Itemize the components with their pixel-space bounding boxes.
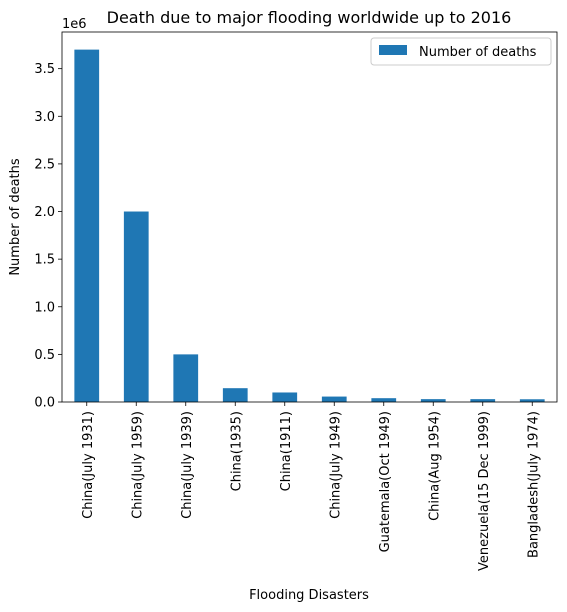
x-tick-label-3: China(1935): [229, 411, 244, 491]
x-tick-label-0: China(July 1931): [81, 411, 96, 519]
axes-frame: [61, 31, 558, 403]
bar-3: [222, 388, 248, 402]
x-tick-label-6: Guatemala(Oct 1949): [378, 411, 393, 552]
x-tick-label-8: Venezuela(15 Dec 1999): [477, 411, 492, 571]
y-tick-label-1: 0.5: [34, 348, 55, 363]
bar-1: [123, 211, 149, 402]
y-tick-label-3: 1.5: [34, 253, 55, 268]
x-tick-label-1: China(July 1959): [130, 411, 145, 519]
bar-4: [272, 392, 298, 402]
bar-7: [420, 399, 446, 402]
x-axis-label: Flooding Disasters: [249, 588, 369, 603]
y-offset-label: 1e6: [62, 17, 87, 32]
y-tick-label-5: 2.5: [34, 157, 55, 172]
bar-8: [470, 399, 496, 402]
bar-9: [519, 399, 545, 402]
bar-0: [74, 49, 100, 403]
bar-6: [371, 398, 397, 402]
bar-5: [321, 396, 347, 402]
y-tick-label-6: 3.0: [34, 110, 55, 125]
x-tick-label-4: China(1911): [279, 411, 294, 491]
legend: Number of deaths: [370, 37, 552, 66]
x-tick-label-5: China(July 1949): [328, 411, 343, 519]
y-tick-label-0: 0.0: [34, 396, 55, 411]
chart-title: Death due to major flooding worldwide up…: [107, 8, 512, 27]
legend-box: [370, 37, 552, 66]
x-tick-label-9: Bangladesh(July 1974): [526, 411, 541, 558]
y-tick-label-2: 1.0: [34, 300, 55, 315]
y-tick-label-7: 3.5: [34, 62, 55, 77]
legend-label: Number of deaths: [419, 45, 537, 60]
x-tick-label-7: China(Aug 1954): [427, 411, 442, 521]
y-tick-label-4: 2.0: [34, 205, 55, 220]
y-axis-label: Number of deaths: [8, 158, 23, 276]
x-tick-label-2: China(July 1939): [180, 411, 195, 519]
bar-2: [173, 354, 199, 402]
plot-area: 0.0 0.5 1.0 1.5 2.0 2.5 3.0 3.5 China(July 1931)…: [34, 31, 558, 571]
legend-swatch: [379, 45, 407, 55]
